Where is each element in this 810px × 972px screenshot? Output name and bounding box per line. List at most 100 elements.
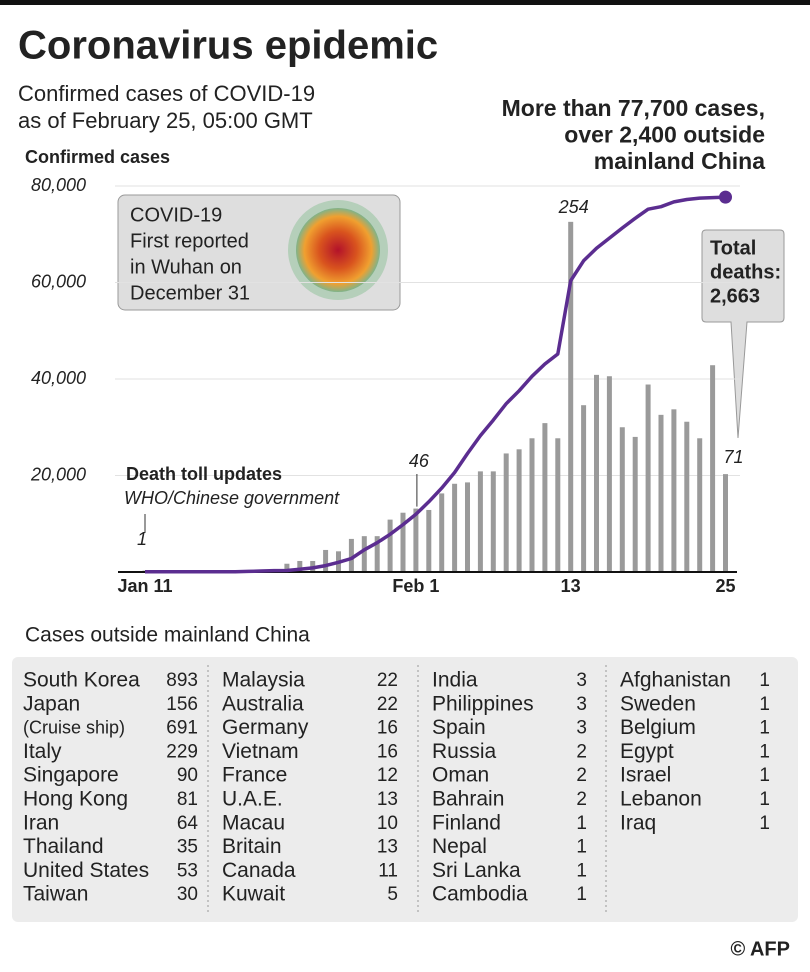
case-count: 3 — [576, 670, 587, 691]
country-name: Sweden — [620, 692, 696, 715]
case-count: 2 — [576, 741, 587, 762]
title: Coronavirus epidemic — [18, 24, 438, 68]
cases-line — [145, 195, 726, 574]
case-count: 5 — [387, 884, 398, 905]
country-name: Iraq — [620, 811, 656, 834]
country-name: Thailand — [23, 835, 104, 858]
death-bar — [297, 560, 303, 572]
case-count: 90 — [177, 765, 198, 786]
death-bar — [723, 474, 728, 572]
death-bar — [658, 414, 664, 572]
country-name: Russia — [432, 740, 497, 763]
subtitle: as of February 25, 05:00 GMT — [18, 108, 313, 133]
death-bar — [387, 519, 393, 572]
death-bar — [284, 563, 290, 572]
death-bar — [594, 374, 599, 572]
case-count: 893 — [166, 670, 198, 691]
country-name: Malaysia — [222, 669, 305, 692]
death-bar — [477, 471, 483, 572]
death-bar — [400, 512, 406, 572]
death-bar — [529, 438, 535, 572]
case-count: 1 — [759, 694, 770, 715]
country-name: Nepal — [432, 835, 487, 858]
country-name: Sri Lanka — [432, 859, 521, 882]
case-count: 16 — [377, 718, 398, 739]
death-label: 46 — [409, 451, 430, 471]
case-count: 30 — [177, 884, 198, 905]
country-name: Iran — [23, 811, 59, 834]
death-bar — [710, 365, 716, 572]
country-name: Cambodia — [432, 883, 528, 906]
case-count: 64 — [177, 813, 199, 834]
country-name: Belgium — [620, 716, 696, 739]
x-tick-label: Feb 1 — [392, 576, 439, 596]
table-title: Cases outside mainland China — [25, 624, 310, 647]
death-bar — [684, 421, 690, 572]
table: South Korea 893 Japan 156 (Cruise ship) 691 It… — [23, 669, 770, 906]
death-bar — [645, 384, 651, 572]
x-tick-label: 13 — [561, 576, 581, 596]
y-tick-label: 80,000 — [31, 175, 86, 195]
death-bar — [542, 423, 548, 572]
case-count: 1 — [759, 718, 770, 739]
cases-annotation: More than 77,700 cases, — [502, 95, 765, 121]
cases-annotation: mainland China — [594, 148, 765, 174]
country-name: Canada — [222, 859, 296, 882]
country-name: Vietnam — [222, 740, 299, 763]
x-tick-label: Jan 11 — [117, 576, 172, 596]
country-name: Italy — [23, 740, 62, 763]
country-name: Israel — [620, 764, 671, 787]
country-name: France — [222, 764, 287, 787]
death-label: 254 — [558, 197, 589, 217]
y-axis-label: Confirmed cases — [25, 147, 170, 167]
death-bar — [516, 449, 522, 572]
case-count: 13 — [377, 789, 398, 810]
info-box-text: in Wuhan on — [130, 256, 242, 278]
country-name: Hong Kong — [23, 788, 128, 811]
country-name: Australia — [222, 692, 304, 715]
country-name: (Cruise ship) — [23, 717, 125, 737]
credit: © AFP — [730, 938, 790, 960]
top-rule — [0, 0, 810, 5]
country-name: U.A.E. — [222, 788, 283, 811]
virus-illustration — [296, 208, 380, 292]
case-count: 1 — [759, 670, 770, 691]
case-count: 1 — [576, 884, 587, 905]
death-bar — [503, 453, 509, 572]
case-count: 10 — [377, 813, 398, 834]
case-count: 2 — [576, 789, 587, 810]
country-name: Macau — [222, 811, 285, 834]
death-bar — [452, 483, 458, 572]
country-name: United States — [23, 859, 149, 882]
country-name: Singapore — [23, 764, 119, 787]
case-count: 229 — [166, 741, 198, 762]
case-count: 1 — [576, 837, 587, 858]
country-name: Finland — [432, 811, 501, 834]
death-bar — [697, 438, 703, 572]
death-bar — [439, 493, 445, 572]
y-tick-label: 40,000 — [31, 368, 86, 388]
case-count: 3 — [576, 718, 587, 739]
case-count: 1 — [759, 741, 770, 762]
cases-annotation: over 2,400 outside — [564, 122, 765, 148]
subtitle: Confirmed cases of COVID-19 — [18, 81, 315, 106]
cases-end-dot — [719, 190, 732, 204]
case-count: 11 — [378, 860, 398, 881]
case-count: 81 — [177, 789, 198, 810]
country-name: Spain — [432, 716, 486, 739]
series-source: WHO/Chinese government — [124, 488, 340, 508]
death-bar — [671, 409, 677, 572]
y-tick-label: 20,000 — [30, 464, 86, 484]
deaths-callout-text: 2,663 — [710, 285, 760, 307]
country-name: Britain — [222, 835, 282, 858]
country-name: Oman — [432, 764, 489, 787]
country-name: Egypt — [620, 740, 674, 763]
case-count: 1 — [759, 789, 770, 810]
death-bar — [361, 536, 367, 572]
case-count: 2 — [576, 765, 587, 786]
x-tick-label: 25 — [715, 576, 735, 596]
case-count: 12 — [377, 765, 398, 786]
